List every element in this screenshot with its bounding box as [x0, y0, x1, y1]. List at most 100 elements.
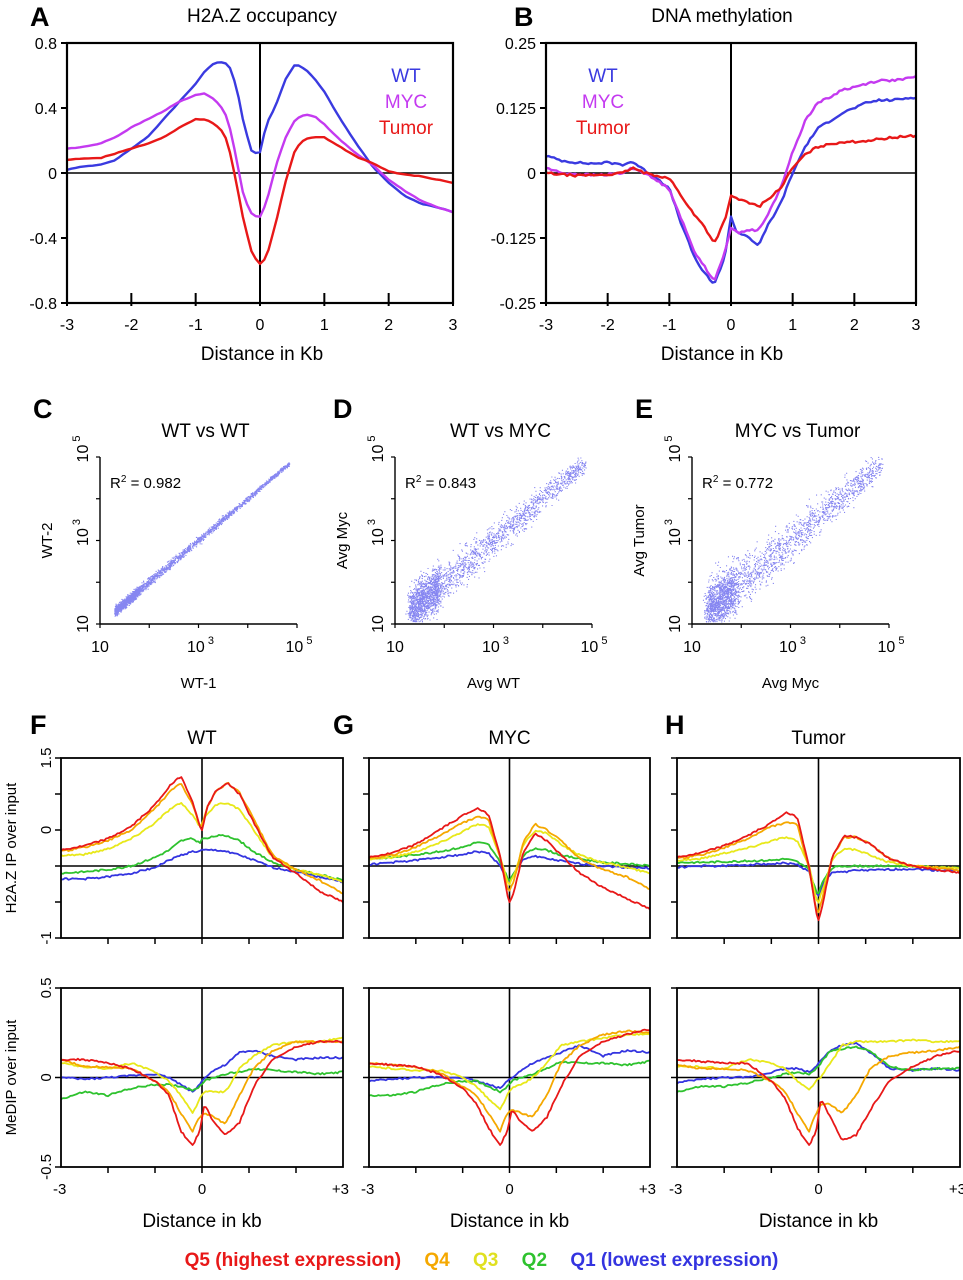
- series-line-q1: [676, 861, 961, 897]
- tick-base: 10: [187, 639, 205, 656]
- plot-G-bottom: [368, 1028, 651, 1146]
- y-tick-label: 0: [38, 1073, 55, 1081]
- x-tick-label: -3: [539, 317, 553, 334]
- y-tick-label: 0.25: [505, 36, 536, 53]
- series-line-q5: [368, 1028, 651, 1146]
- tick-exponent: 5: [601, 635, 607, 647]
- panel-title: DNA methylation: [651, 6, 793, 27]
- tick-base: 10: [370, 615, 387, 633]
- legend-entry-wt: WT: [391, 66, 421, 87]
- scatter-point-cloud: [405, 457, 587, 623]
- legend-q2: Q2: [521, 1250, 548, 1271]
- y-tick-label: 0.5: [38, 978, 55, 999]
- y-tick-label: 10 3: [71, 519, 92, 546]
- x-tick-label: 1: [788, 317, 797, 334]
- x-axis-label: Distance in kb: [142, 1211, 261, 1232]
- y-tick-label: -0.4: [29, 231, 57, 248]
- r-exponent: 2: [416, 474, 422, 485]
- x-tick-label: 10: [386, 639, 404, 656]
- legend-q3: Q3: [473, 1250, 499, 1271]
- tick-base: 10: [482, 639, 500, 656]
- x-tick-label: -3: [361, 1181, 374, 1198]
- tick-exponent: 5: [663, 436, 675, 442]
- series-line-tumor: [545, 133, 917, 243]
- tick-exponent: 5: [71, 436, 83, 442]
- r-exponent: 2: [713, 474, 719, 485]
- legend-entry-myc: MYC: [385, 92, 427, 113]
- series-line-q5: [368, 807, 651, 911]
- panel-letter-b: B: [514, 2, 534, 32]
- series-line-q4: [368, 815, 651, 892]
- y-tick-label: -0.8: [29, 296, 57, 313]
- tick-exponent: 5: [898, 635, 904, 647]
- y-tick-label: 0: [527, 166, 536, 183]
- y-tick-label: 10 5: [366, 436, 387, 463]
- y-tick-label: 0.125: [496, 101, 536, 118]
- tick-exponent: 3: [503, 635, 509, 647]
- y-axis-label: MeDIP over input: [3, 1019, 20, 1135]
- r-label: R: [405, 475, 416, 492]
- tick-exponent: 3: [366, 519, 378, 525]
- r-value: = 0.772: [718, 475, 773, 492]
- x-tick-label: 10 5: [878, 635, 905, 656]
- series-line-q2: [368, 1059, 651, 1097]
- y-tick-label: 10: [667, 615, 684, 633]
- scatter-point-cloud: [702, 456, 884, 623]
- y-axis-label: Avg Tumor: [631, 504, 648, 576]
- x-axis-label: WT-1: [181, 675, 217, 692]
- scatter-points-c: [114, 462, 291, 617]
- y-tick-label: 0: [48, 166, 57, 183]
- y-axis-label: H2A.Z IP over input: [3, 782, 20, 913]
- series-line-q3: [368, 823, 651, 886]
- scatter-points-e: [702, 456, 884, 623]
- r-exponent: 2: [121, 474, 127, 485]
- tick-base: 10: [386, 639, 404, 656]
- r-value: = 0.982: [126, 475, 181, 492]
- series-line-q5: [60, 1040, 344, 1146]
- x-tick-label: 10 3: [187, 635, 214, 656]
- series-line-wt: [545, 96, 917, 284]
- tick-base: 10: [75, 528, 92, 546]
- y-tick-label: 10 5: [71, 436, 92, 463]
- legend-entry-wt: WT: [588, 66, 618, 87]
- tick-base: 10: [370, 445, 387, 463]
- tick-base: 10: [667, 528, 684, 546]
- series-line-q3: [368, 1032, 651, 1111]
- r-squared-annotation: R2 = 0.843: [405, 474, 476, 492]
- tick-exponent: 3: [800, 635, 806, 647]
- plot-H-bottom: [676, 1038, 961, 1146]
- panel-title: WT vs WT: [161, 421, 250, 442]
- x-tick-label: -3: [53, 1181, 66, 1198]
- series-line-q1: [368, 1044, 651, 1089]
- series-line-q1: [676, 1042, 961, 1085]
- legend-q1: Q1 (lowest expression): [570, 1250, 779, 1271]
- y-tick-label: -0.25: [500, 296, 537, 313]
- x-tick-label: +3: [639, 1181, 656, 1198]
- y-tick-label: 10 3: [366, 519, 387, 546]
- scatter-points-d: [405, 457, 587, 623]
- panel-letter-f: F: [30, 710, 47, 740]
- scatter-point-cloud: [114, 462, 291, 617]
- x-tick-label: 10 3: [779, 635, 806, 656]
- x-tick-label: 0: [505, 1181, 513, 1198]
- tick-base: 10: [91, 639, 109, 656]
- series-line-tumor: [66, 117, 454, 266]
- x-tick-label: +3: [949, 1181, 963, 1198]
- r-squared-annotation: R2 = 0.772: [702, 474, 773, 492]
- tick-base: 10: [667, 615, 684, 633]
- tick-exponent: 5: [306, 635, 312, 647]
- y-tick-label: 10 5: [663, 436, 684, 463]
- x-tick-label: 3: [912, 317, 921, 334]
- x-tick-label: -2: [601, 317, 615, 334]
- series-line-q5: [676, 1050, 961, 1146]
- panel-letter-h: H: [665, 710, 685, 740]
- panel-letter-c: C: [33, 394, 53, 424]
- x-tick-label: 0: [198, 1181, 206, 1198]
- x-tick-label: -1: [189, 317, 203, 334]
- tick-base: 10: [667, 445, 684, 463]
- y-tick-label: 10 3: [663, 519, 684, 546]
- tick-exponent: 3: [663, 519, 675, 525]
- tick-exponent: 3: [208, 635, 214, 647]
- x-axis-label: Avg WT: [467, 675, 520, 692]
